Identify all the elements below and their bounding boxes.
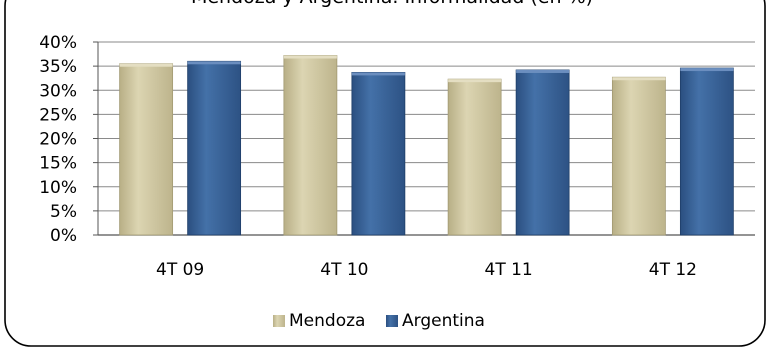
bar-mendoza-4t-11 [447,78,502,236]
x-axis-tick-labels: 4T 09 4T 10 4T 11 4T 12 [156,260,697,280]
bar-argentina-4t-12 [679,67,734,236]
legend-label-mendoza: Mendoza [289,311,365,331]
y-tick-label: 20% [39,130,77,150]
bar-argentina-4t-09 [187,60,242,236]
legend-swatch-argentina [386,315,398,327]
y-tick-label: 40% [39,33,77,53]
chart-title: Mendoza y Argentina. Informalidad (en %) [191,0,593,8]
x-tick-label: 4T 11 [485,260,533,280]
y-tick-label: 25% [39,105,77,125]
y-axis-tick-labels: 0% 5% 10% 15% 20% 25% 30% 35% 40% [39,33,77,246]
legend: Mendoza Argentina [273,311,485,331]
x-tick-label: 4T 12 [649,260,697,280]
bar-argentina-4t-09-top [187,61,241,65]
x-tick-label: 4T 10 [320,260,368,280]
y-tick-label: 15% [39,154,77,174]
bars [119,55,734,236]
bar-argentina-4t-12-top [680,68,734,72]
bar-mendoza-4t-12-top [612,77,666,81]
y-tick-label: 30% [39,81,77,101]
bar-mendoza-4t-10 [283,55,338,236]
bar-mendoza-4t-11-top [448,79,502,83]
bar-mendoza-4t-09-top [119,63,173,67]
bar-argentina-4t-10-top [351,72,405,76]
y-tick-label: 0% [50,226,77,246]
bar-argentina-4t-11-top [516,69,570,73]
bar-argentina-4t-11 [515,69,570,236]
x-tick-label: 4T 09 [156,260,204,280]
bar-argentina-4t-10 [351,71,406,236]
legend-label-argentina: Argentina [402,311,485,331]
y-tick-label: 10% [39,178,77,198]
y-tick-label: 35% [39,57,77,77]
bar-mendoza-4t-09 [119,63,174,236]
bar-mendoza-4t-10-top [283,55,337,59]
legend-swatch-mendoza [273,315,285,327]
y-tick-label: 5% [50,202,77,222]
bar-mendoza-4t-12 [611,76,666,236]
